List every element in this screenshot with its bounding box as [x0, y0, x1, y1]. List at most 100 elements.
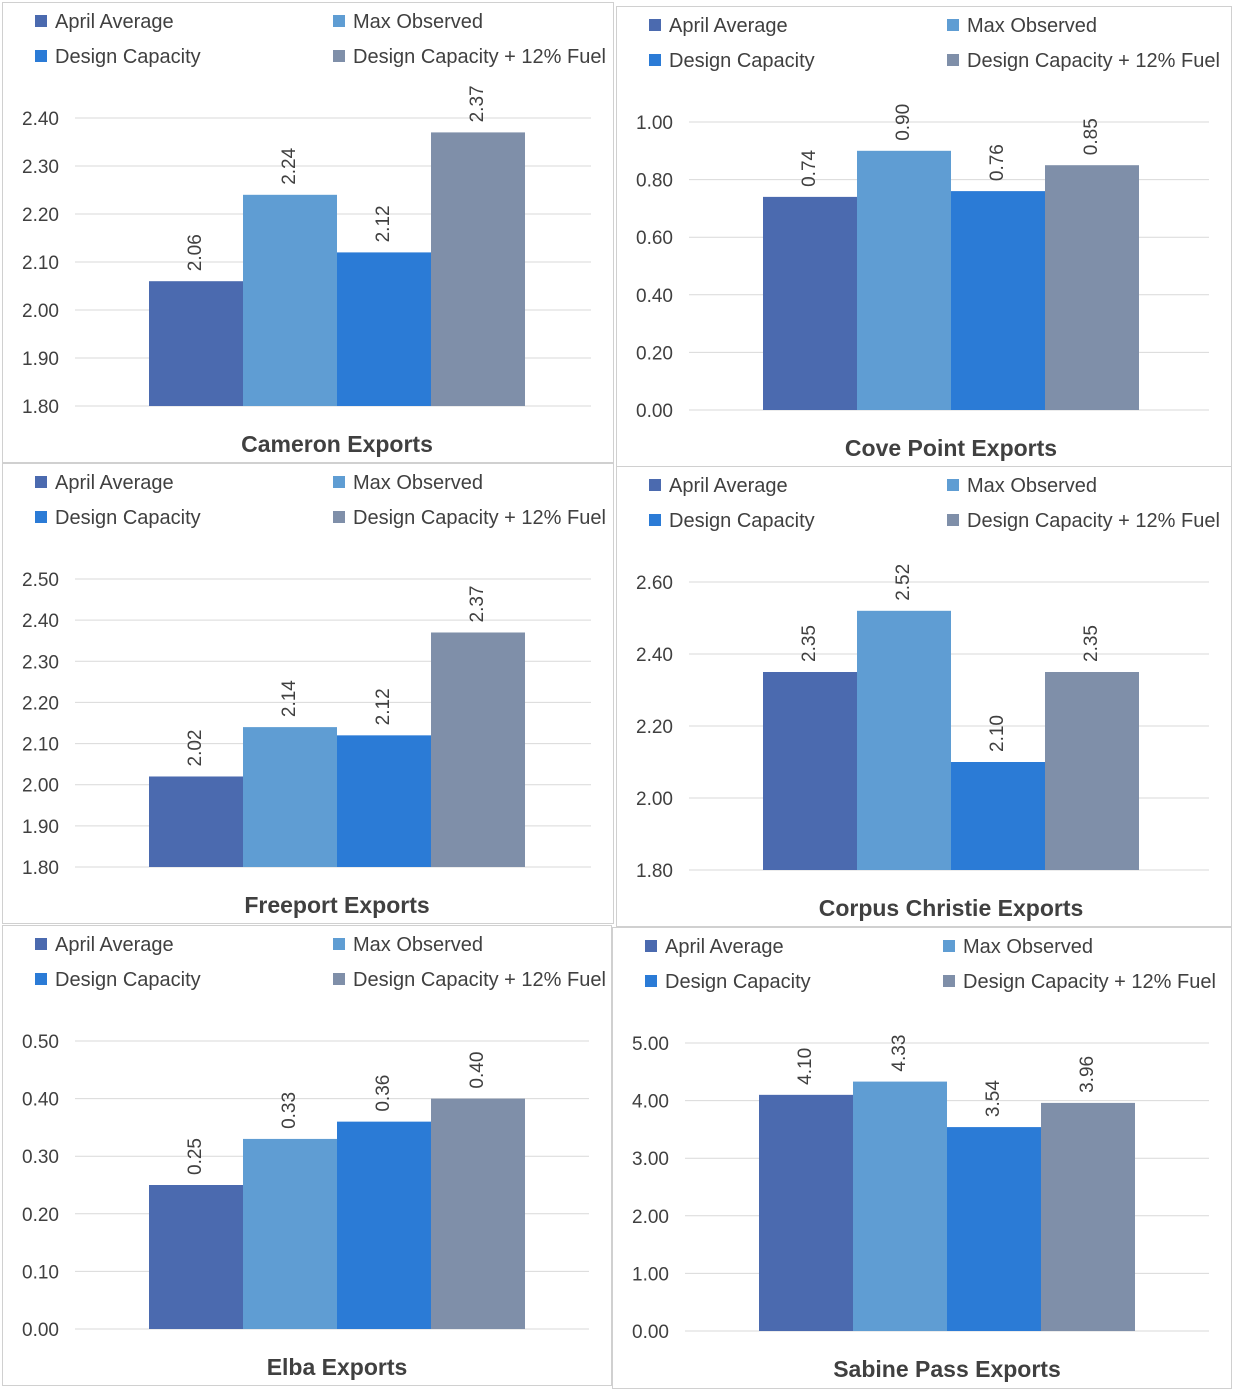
legend-label: April Average	[665, 936, 784, 958]
legend-swatch	[649, 479, 661, 491]
legend-swatch	[333, 50, 345, 62]
legend-label: Max Observed	[353, 11, 483, 33]
bar	[149, 776, 243, 867]
data-label: 0.76	[987, 144, 1008, 181]
y-tick-label: 1.80	[636, 861, 673, 882]
chart-title: Freeport Exports	[244, 892, 429, 918]
legend-item: Design Capacity + 12% Fuel	[947, 50, 1220, 72]
y-tick-label: 2.40	[22, 611, 59, 632]
y-tick-label: 2.30	[22, 157, 59, 178]
y-tick-label: 0.00	[22, 1320, 59, 1341]
legend-swatch	[947, 479, 959, 491]
legend-item: Max Observed	[943, 936, 1093, 958]
bar	[857, 610, 951, 870]
data-label: 2.35	[799, 625, 820, 662]
legend-label: Max Observed	[353, 934, 483, 956]
bar	[431, 132, 525, 406]
legend-swatch	[947, 54, 959, 66]
y-tick-label: 4.00	[632, 1092, 669, 1113]
legend-swatch	[35, 511, 47, 523]
y-tick-label: 2.20	[22, 693, 59, 714]
bar-chart: April Average Max Observed Design Capacity…	[636, 15, 1220, 461]
legend-swatch	[645, 940, 657, 952]
y-tick-label: 0.20	[22, 1205, 59, 1226]
bar-chart: April Average Max Observed Design Capacity…	[22, 11, 606, 457]
legend-swatch	[333, 15, 345, 27]
chart-panel: April Average Max Observed Design Capacity…	[2, 463, 614, 924]
data-label: 2.14	[279, 680, 300, 717]
y-tick-label: 2.40	[636, 645, 673, 666]
legend-swatch	[35, 938, 47, 950]
y-tick-label: 1.90	[22, 817, 59, 838]
legend-label: April Average	[55, 472, 174, 494]
legend-label: Design Capacity	[55, 507, 201, 529]
legend-swatch	[333, 511, 345, 523]
legend-item: April Average	[649, 475, 788, 497]
y-tick-label: 1.90	[22, 349, 59, 370]
bar	[759, 1094, 853, 1331]
y-tick-label: 0.10	[22, 1262, 59, 1283]
y-tick-label: 2.00	[22, 301, 59, 322]
data-label: 0.85	[1081, 118, 1102, 155]
legend-label: Design Capacity	[55, 46, 201, 68]
chart-panel: April Average Max Observed Design Capacity…	[616, 466, 1232, 927]
bar	[857, 150, 951, 411]
bar	[431, 632, 525, 867]
y-tick-label: 0.50	[22, 1032, 59, 1053]
legend-item: Design Capacity + 12% Fuel	[333, 46, 606, 68]
bar	[149, 1185, 243, 1329]
legend-item: Design Capacity	[35, 507, 201, 529]
legend-swatch	[649, 54, 661, 66]
legend-label: Max Observed	[963, 936, 1093, 958]
y-tick-label: 1.80	[22, 858, 59, 879]
bar	[1045, 165, 1139, 410]
legend-item: Max Observed	[947, 15, 1097, 37]
legend-label: April Average	[55, 934, 174, 956]
legend-item: Design Capacity + 12% Fuel	[943, 971, 1216, 993]
bar	[243, 194, 337, 406]
y-tick-label: 2.20	[22, 205, 59, 226]
bar	[337, 252, 431, 406]
data-label: 0.90	[893, 104, 914, 141]
bar	[337, 1121, 431, 1329]
data-label: 2.02	[185, 730, 206, 767]
legend-swatch	[943, 975, 955, 987]
chart-title: Elba Exports	[267, 1354, 408, 1380]
bar	[763, 196, 857, 410]
legend-swatch	[943, 940, 955, 952]
bar	[243, 727, 337, 867]
legend-label: Design Capacity	[669, 50, 815, 72]
y-tick-label: 5.00	[632, 1034, 669, 1055]
data-label: 2.37	[467, 85, 488, 122]
y-tick-label: 0.30	[22, 1147, 59, 1168]
data-label: 0.33	[279, 1092, 300, 1129]
y-tick-label: 0.80	[636, 171, 673, 192]
legend-label: April Average	[55, 11, 174, 33]
bar	[337, 735, 431, 867]
bar	[149, 281, 243, 406]
legend-label: Design Capacity + 12% Fuel	[963, 971, 1216, 993]
legend-swatch	[649, 19, 661, 31]
legend-item: Max Observed	[947, 475, 1097, 497]
legend-item: Design Capacity + 12% Fuel	[333, 969, 606, 991]
y-tick-label: 0.00	[636, 401, 673, 422]
data-label: 2.52	[893, 564, 914, 601]
y-tick-label: 2.10	[22, 735, 59, 756]
y-tick-label: 0.20	[636, 343, 673, 364]
legend-item: Design Capacity	[649, 50, 815, 72]
y-tick-label: 0.60	[636, 228, 673, 249]
y-tick-label: 0.00	[632, 1322, 669, 1343]
legend-label: Design Capacity + 12% Fuel	[353, 46, 606, 68]
bar-chart: April Average Max Observed Design Capacity…	[632, 936, 1216, 1382]
chart-title: Cameron Exports	[241, 431, 433, 457]
bar	[947, 1127, 1041, 1331]
y-tick-label: 2.50	[22, 570, 59, 591]
bar-chart: April Average Max Observed Design Capacity…	[636, 475, 1220, 921]
y-tick-label: 2.30	[22, 652, 59, 673]
bar	[951, 191, 1045, 410]
y-tick-label: 2.00	[632, 1207, 669, 1228]
legend-label: Design Capacity	[55, 969, 201, 991]
legend-item: April Average	[649, 15, 788, 37]
data-label: 0.74	[799, 149, 820, 186]
y-tick-label: 2.20	[636, 717, 673, 738]
